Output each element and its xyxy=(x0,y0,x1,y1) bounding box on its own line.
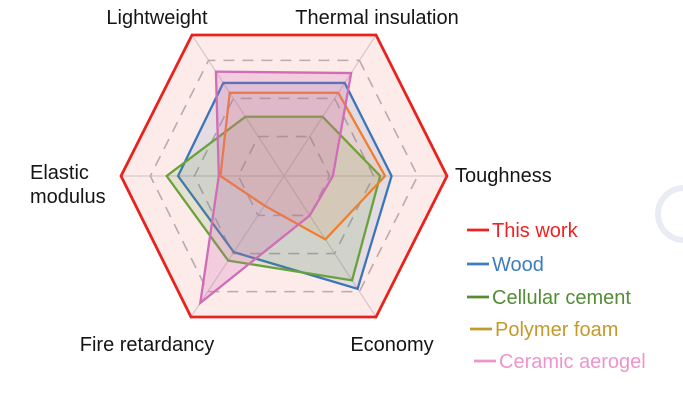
axis-label-thermal-insulation: Thermal insulation xyxy=(295,7,458,29)
axis-label-elastic-modulus: Elastic modulus xyxy=(30,162,106,208)
series-polygon-ceramic-aerogel xyxy=(198,70,353,306)
legend-item-this-work: This work xyxy=(467,220,579,242)
axis-spoke xyxy=(283,175,377,318)
axis-label-lightweight: Lightweight xyxy=(106,7,208,29)
axis-label-economy: Economy xyxy=(350,334,433,356)
axis-spoke xyxy=(191,34,285,177)
legend-item-ceramic-aerogel: Ceramic aerogel xyxy=(474,351,646,373)
axis-label-toughness: Toughness xyxy=(455,165,552,187)
grid-ring xyxy=(149,59,419,293)
grid-ring xyxy=(193,97,375,255)
series-polygon-this-work xyxy=(119,33,449,319)
axis-spoke xyxy=(190,175,285,318)
grid-ring xyxy=(237,135,331,217)
legend-label-wood: Wood xyxy=(492,254,544,276)
axis-label-fire-retardancy: Fire retardancy xyxy=(80,334,215,356)
legend-item-wood: Wood xyxy=(467,254,544,276)
legend: This work Wood Cellular cement Polymer f… xyxy=(467,220,646,373)
legend-item-polymer-foam: Polymer foam xyxy=(470,319,618,341)
legend-label-cellular-cement: Cellular cement xyxy=(492,287,631,309)
legend-item-cellular-cement: Cellular cement xyxy=(467,287,631,309)
radar-plot-area xyxy=(119,33,449,319)
legend-label-ceramic-aerogel: Ceramic aerogel xyxy=(499,351,646,373)
legend-label-this-work: This work xyxy=(492,220,579,242)
watermark-circle xyxy=(655,185,683,243)
axis-spoke xyxy=(283,34,377,177)
legend-label-polymer-foam: Polymer foam xyxy=(495,319,618,341)
series-polygon-polymer-foam xyxy=(219,91,387,241)
